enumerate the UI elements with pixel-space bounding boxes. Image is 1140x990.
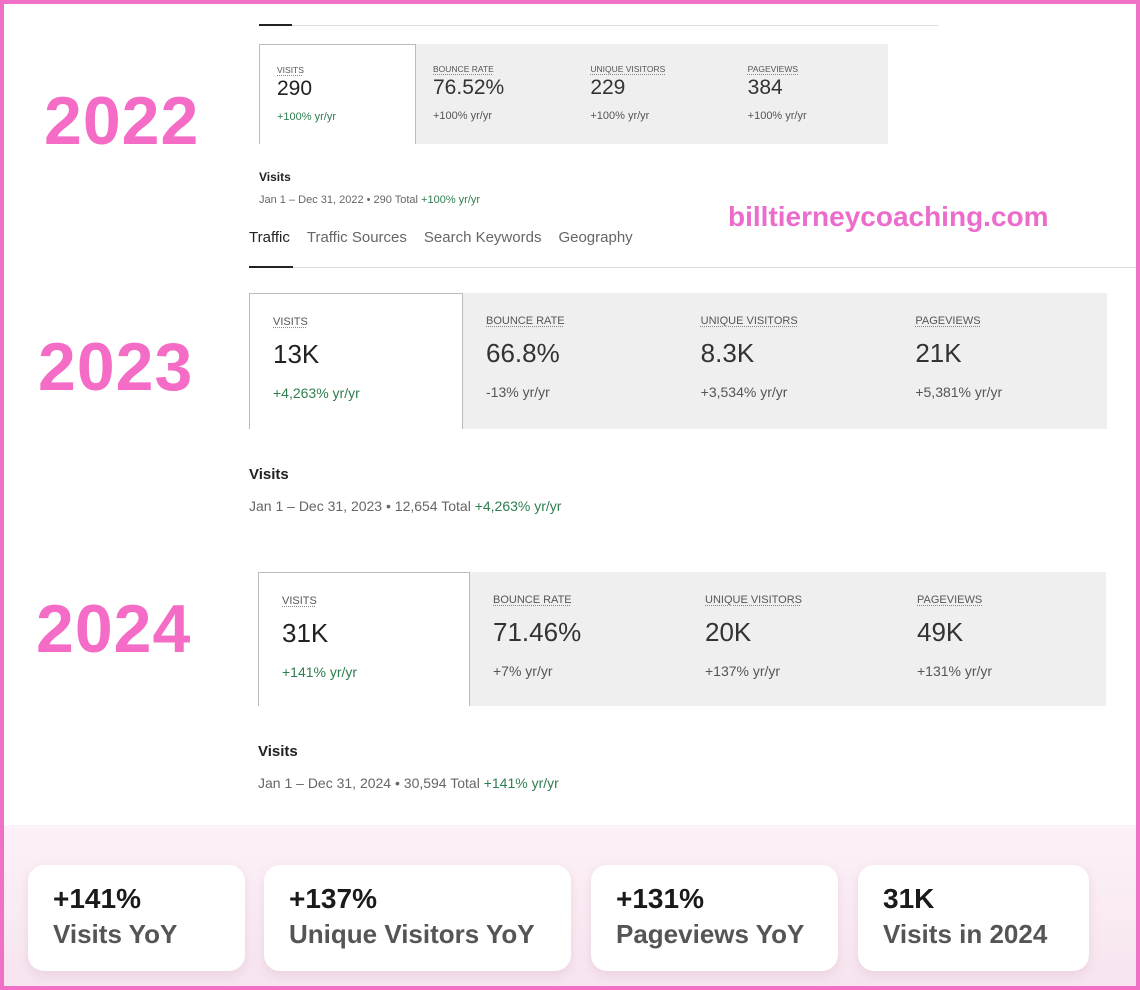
date-range-summary: Jan 1 – Dec 31, 2023 • 12,654 Total +4,2… — [249, 498, 561, 514]
metric-change: +141% yr/yr — [282, 664, 358, 680]
metric-label: BOUNCE RATE — [493, 594, 572, 606]
summary-label: Visits in 2024 — [883, 919, 1048, 949]
date-range-summary: Jan 1 – Dec 31, 2022 • 290 Total +100% y… — [259, 194, 480, 206]
year-label: 2024 — [36, 591, 192, 667]
summary-value: +131% — [616, 883, 704, 914]
metrics-row: VISITS 290 +100% yr/yr BOUNCE RATE 76.52… — [259, 44, 888, 144]
metric-value: 8.3K — [700, 338, 755, 368]
metric-value: 384 — [747, 76, 783, 99]
tab-traffic[interactable]: Traffic — [249, 229, 290, 246]
range-change: +141% yr/yr — [483, 775, 559, 791]
summary-card: 31K Visits in 2024 — [858, 865, 1089, 971]
summary-value: +137% — [289, 883, 377, 914]
metric-change: +7% yr/yr — [493, 663, 553, 679]
metric-label: PAGEVIEWS — [915, 315, 981, 327]
metric-value: 31K — [282, 618, 329, 648]
metric-card-bounce-rate[interactable]: BOUNCE RATE 76.52% +100% yr/yr — [416, 44, 573, 144]
metric-card-unique-visitors[interactable]: UNIQUE VISITORS 20K +137% yr/yr — [682, 572, 894, 706]
metrics-row: VISITS 31K +141% yr/yr BOUNCE RATE 71.46… — [258, 572, 1106, 706]
metric-label: UNIQUE VISITORS — [700, 315, 798, 327]
visits-title: Visits — [258, 743, 298, 760]
metric-card-unique-visitors[interactable]: UNIQUE VISITORS 229 +100% yr/yr — [573, 44, 730, 144]
metric-value: 49K — [917, 617, 964, 647]
metric-change: +100% yr/yr — [277, 111, 336, 123]
metric-card-pageviews[interactable]: PAGEVIEWS 384 +100% yr/yr — [731, 44, 888, 144]
metric-change: +100% yr/yr — [747, 110, 807, 122]
date-range: Jan 1 – Dec 31, 2022 • 290 Total — [259, 194, 418, 206]
metric-change: +100% yr/yr — [590, 110, 650, 122]
summary-value: 31K — [883, 883, 935, 914]
metric-value: 13K — [273, 339, 320, 369]
divider — [293, 267, 1140, 268]
metric-change: +100% yr/yr — [433, 110, 492, 122]
metric-card-bounce-rate[interactable]: BOUNCE RATE 71.46% +7% yr/yr — [470, 572, 682, 706]
watermark: billtierneycoaching.com — [728, 201, 1049, 232]
metrics-row: VISITS 13K +4,263% yr/yr BOUNCE RATE 66.… — [249, 293, 1107, 429]
metric-change: -13% yr/yr — [486, 384, 550, 400]
metric-label: BOUNCE RATE — [433, 64, 494, 74]
metric-label: PAGEVIEWS — [917, 594, 983, 606]
metric-value: 71.46% — [493, 617, 582, 647]
range-change: +100% yr/yr — [421, 194, 481, 206]
metric-card-unique-visitors[interactable]: UNIQUE VISITORS 8.3K +3,534% yr/yr — [678, 293, 893, 429]
metric-card-pageviews[interactable]: PAGEVIEWS 21K +5,381% yr/yr — [892, 293, 1107, 429]
date-range: Jan 1 – Dec 31, 2024 • 30,594 Total — [258, 775, 480, 791]
summary-label: Unique Visitors YoY — [289, 919, 535, 949]
tab-geography[interactable]: Geography — [558, 229, 633, 246]
tab-search-keywords[interactable]: Search Keywords — [423, 229, 542, 246]
metric-card-bounce-rate[interactable]: BOUNCE RATE 66.8% -13% yr/yr — [463, 293, 678, 429]
metric-label: BOUNCE RATE — [486, 315, 565, 327]
tab-traffic-sources[interactable]: Traffic Sources — [306, 229, 407, 246]
year-label: 2023 — [38, 329, 194, 405]
date-range-summary: Jan 1 – Dec 31, 2024 • 30,594 Total +141… — [258, 775, 559, 791]
visits-title: Visits — [249, 466, 289, 483]
divider — [292, 25, 938, 26]
metric-value: 76.52% — [433, 76, 505, 99]
summary-label: Pageviews YoY — [616, 919, 805, 949]
metric-value: 290 — [277, 77, 313, 100]
metric-label: VISITS — [273, 316, 308, 328]
metric-change: +137% yr/yr — [705, 663, 781, 679]
metric-label: UNIQUE VISITORS — [705, 594, 802, 606]
tab-bar: Traffic Traffic Sources Search Keywords … — [249, 229, 633, 246]
summary-card: +137% Unique Visitors YoY — [264, 865, 571, 971]
summary-value: +141% — [53, 883, 141, 914]
visits-title: Visits — [259, 170, 291, 184]
metric-card-visits[interactable]: VISITS 290 +100% yr/yr — [259, 44, 416, 144]
metric-card-visits[interactable]: VISITS 31K +141% yr/yr — [258, 572, 470, 706]
tab-underline — [249, 266, 293, 268]
range-change: +4,263% yr/yr — [474, 498, 562, 514]
date-range: Jan 1 – Dec 31, 2023 • 12,654 Total — [249, 498, 471, 514]
metric-label: PAGEVIEWS — [747, 64, 799, 74]
metric-change: +131% yr/yr — [917, 663, 993, 679]
metric-label: VISITS — [282, 595, 317, 607]
metric-label: VISITS — [277, 65, 304, 75]
year-label: 2022 — [44, 83, 200, 159]
metric-label: UNIQUE VISITORS — [590, 64, 666, 74]
metric-value: 21K — [915, 338, 962, 368]
metric-card-visits[interactable]: VISITS 13K +4,263% yr/yr — [249, 293, 463, 429]
tab-underline — [259, 24, 292, 26]
summary-card: +141% Visits YoY — [28, 865, 245, 971]
metric-value: 229 — [590, 76, 626, 99]
metric-card-pageviews[interactable]: PAGEVIEWS 49K +131% yr/yr — [894, 572, 1106, 706]
metric-change: +5,381% yr/yr — [915, 384, 1003, 400]
metric-value: 20K — [705, 617, 752, 647]
metric-change: +3,534% yr/yr — [700, 384, 788, 400]
metric-change: +4,263% yr/yr — [273, 385, 360, 401]
summary-card: +131% Pageviews YoY — [591, 865, 838, 971]
summary-label: Visits YoY — [53, 919, 178, 949]
metric-value: 66.8% — [486, 338, 560, 368]
